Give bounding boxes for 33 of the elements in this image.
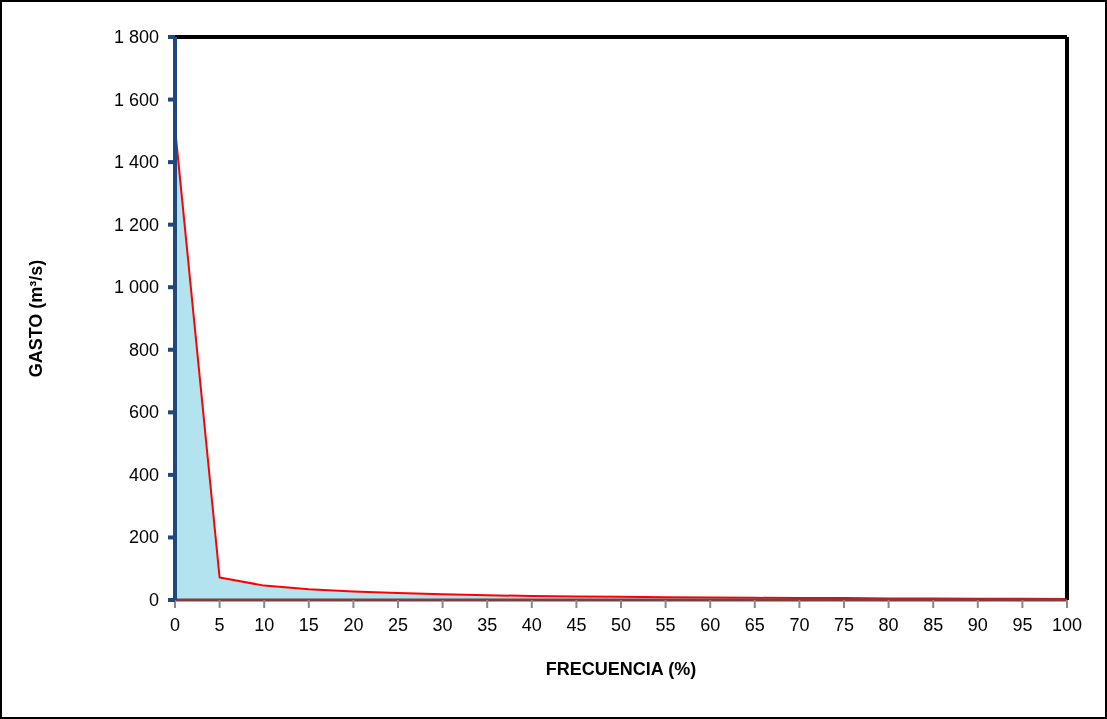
- x-tick-label: 35: [477, 615, 498, 635]
- y-tick-label: 0: [148, 590, 159, 610]
- x-tick-label: 80: [878, 615, 899, 635]
- x-tick-label: 75: [833, 615, 855, 635]
- y-axis-title: GASTO (m³/s): [26, 259, 46, 378]
- y-tick-label: 800: [128, 339, 159, 360]
- y-tick-label: 200: [128, 527, 159, 548]
- x-tick-label: 40: [521, 615, 542, 635]
- y-tick-label: 1 800: [113, 27, 159, 47]
- x-tick-label: 50: [610, 615, 632, 635]
- x-tick-label: 15: [298, 615, 319, 635]
- x-tick-label: 100: [1051, 615, 1083, 635]
- x-tick-label: 25: [387, 615, 409, 635]
- x-tick-label: 5: [214, 615, 225, 635]
- x-tick-label: 60: [700, 615, 721, 635]
- x-tick-label: 90: [967, 615, 988, 635]
- y-tick-label: 600: [128, 402, 159, 423]
- x-tick-label: 65: [744, 615, 765, 635]
- x-tick-label: 85: [923, 615, 944, 635]
- x-tick-label: 45: [566, 615, 587, 635]
- y-tick-label: 1 600: [113, 89, 159, 110]
- x-tick-label: 0: [169, 615, 181, 635]
- x-axis-title: FRECUENCIA (%): [545, 659, 697, 679]
- x-tick-label: 70: [789, 615, 810, 635]
- y-tick-label: 1 400: [113, 152, 159, 173]
- x-tick-label: 95: [1012, 615, 1033, 635]
- x-tick-label: 55: [655, 615, 676, 635]
- y-tick-label: 1 200: [113, 214, 159, 235]
- x-tick-label: 30: [432, 615, 453, 635]
- x-tick-label: 10: [254, 615, 275, 635]
- y-tick-label: 1 000: [113, 277, 159, 298]
- y-tick-label: 400: [128, 464, 159, 485]
- x-tick-label: 20: [343, 615, 364, 635]
